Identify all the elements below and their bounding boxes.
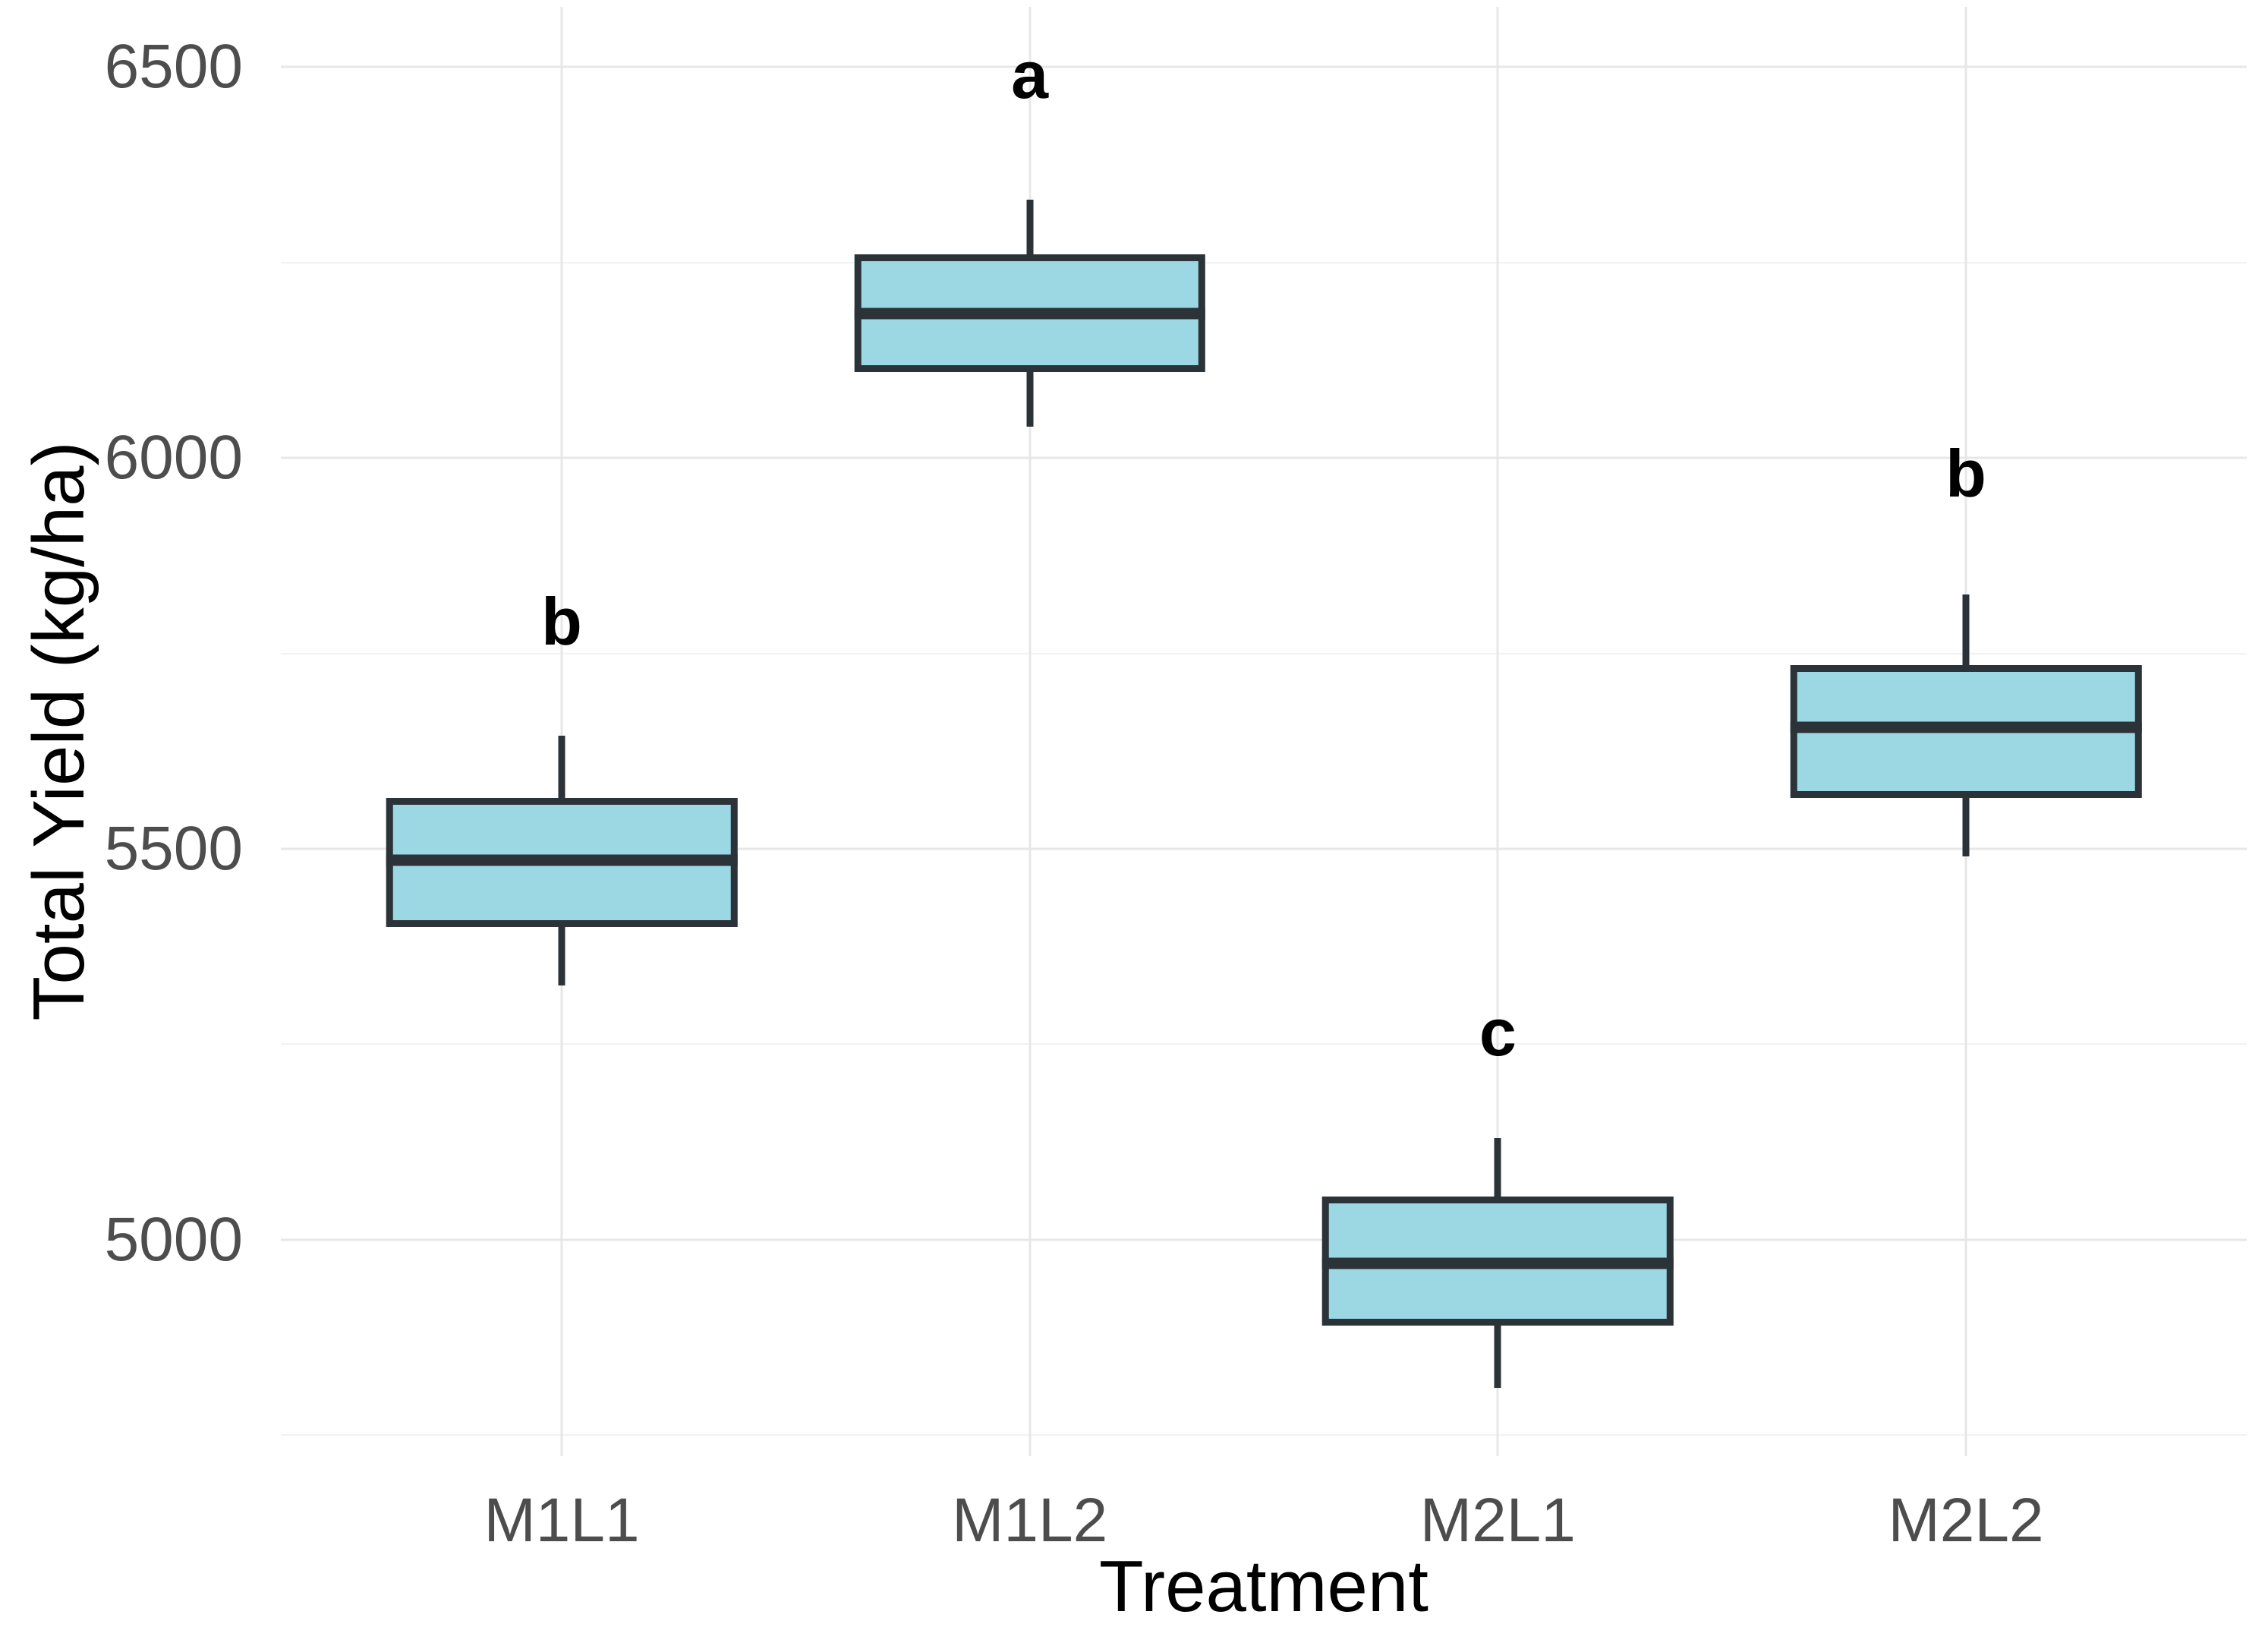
major-gridline bbox=[281, 1238, 2247, 1241]
minor-gridline bbox=[281, 1043, 2247, 1045]
y-tick-label: 5500 bbox=[104, 813, 243, 883]
significance-letter: b bbox=[1945, 435, 1986, 511]
median-line bbox=[854, 307, 1205, 320]
plot-panel: b a c b bbox=[281, 7, 2247, 1456]
x-tick-label: M1L1 bbox=[484, 1486, 640, 1555]
y-tick-label: 5000 bbox=[104, 1204, 243, 1274]
category-gridline bbox=[1496, 7, 1499, 1456]
major-gridline bbox=[281, 847, 2247, 850]
x-axis-title: Treatment bbox=[1099, 1546, 1429, 1627]
category-gridline bbox=[560, 7, 563, 1456]
significance-letter: c bbox=[1479, 994, 1517, 1070]
x-tick-label: M2L1 bbox=[1419, 1486, 1576, 1555]
minor-gridline bbox=[281, 1434, 2247, 1436]
y-axis-title: Total Yield (kg/ha) bbox=[18, 441, 99, 1021]
category-gridline bbox=[1028, 7, 1032, 1456]
major-gridline bbox=[281, 65, 2247, 68]
y-tick-label: 6500 bbox=[104, 32, 243, 102]
significance-letter: a bbox=[1011, 36, 1049, 112]
minor-gridline bbox=[281, 261, 2247, 263]
median-line bbox=[386, 854, 738, 866]
significance-letter: b bbox=[541, 584, 582, 660]
median-line bbox=[1790, 721, 2142, 733]
major-gridline bbox=[281, 456, 2247, 459]
y-tick-label: 6000 bbox=[104, 423, 243, 493]
x-tick-label: M1L2 bbox=[952, 1486, 1108, 1555]
median-line bbox=[1322, 1257, 1674, 1269]
x-tick-label: M2L2 bbox=[1888, 1486, 2044, 1555]
minor-gridline bbox=[281, 652, 2247, 654]
